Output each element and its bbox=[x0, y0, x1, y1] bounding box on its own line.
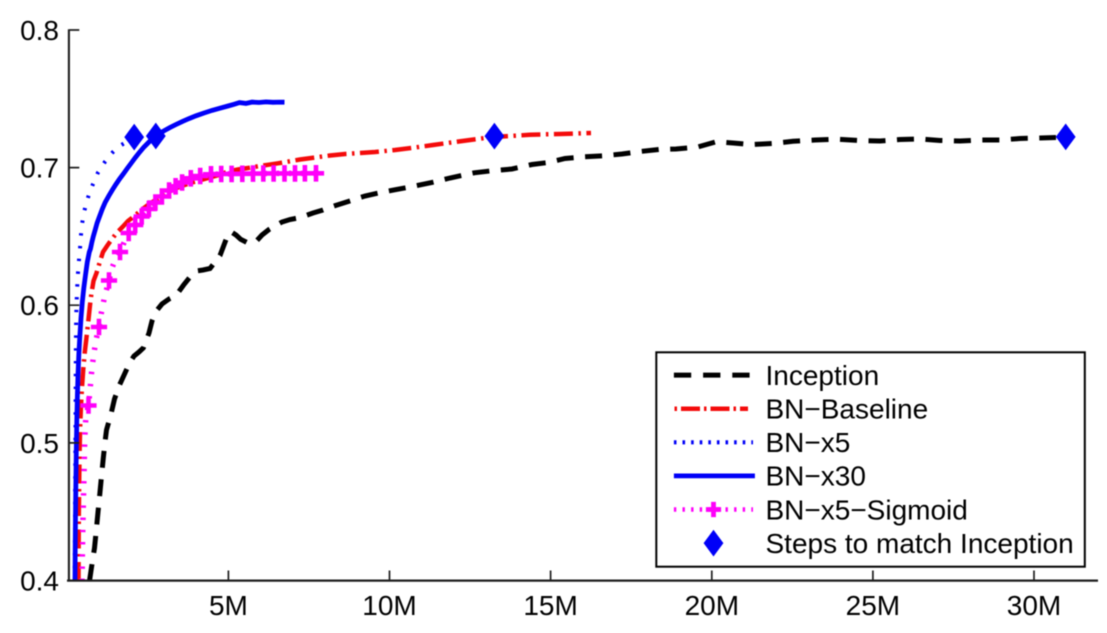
svg-text:0.7: 0.7 bbox=[20, 153, 59, 184]
svg-text:BN−x30: BN−x30 bbox=[766, 461, 866, 492]
svg-text:10M: 10M bbox=[362, 590, 416, 621]
svg-text:BN−Baseline: BN−Baseline bbox=[766, 394, 929, 425]
svg-text:15M: 15M bbox=[523, 590, 577, 621]
svg-text:0.5: 0.5 bbox=[20, 428, 59, 459]
svg-text:0.4: 0.4 bbox=[20, 566, 59, 597]
svg-text:25M: 25M bbox=[846, 590, 900, 621]
svg-text:0.8: 0.8 bbox=[20, 15, 59, 46]
svg-text:30M: 30M bbox=[1007, 590, 1061, 621]
svg-text:BN−x5: BN−x5 bbox=[766, 427, 851, 458]
svg-text:0.6: 0.6 bbox=[20, 290, 59, 321]
svg-text:5M: 5M bbox=[209, 590, 248, 621]
svg-text:20M: 20M bbox=[685, 590, 739, 621]
svg-text:Inception: Inception bbox=[766, 360, 880, 391]
svg-text:Steps to match Inception: Steps to match Inception bbox=[766, 528, 1074, 559]
svg-text:BN−x5−Sigmoid: BN−x5−Sigmoid bbox=[766, 494, 968, 525]
